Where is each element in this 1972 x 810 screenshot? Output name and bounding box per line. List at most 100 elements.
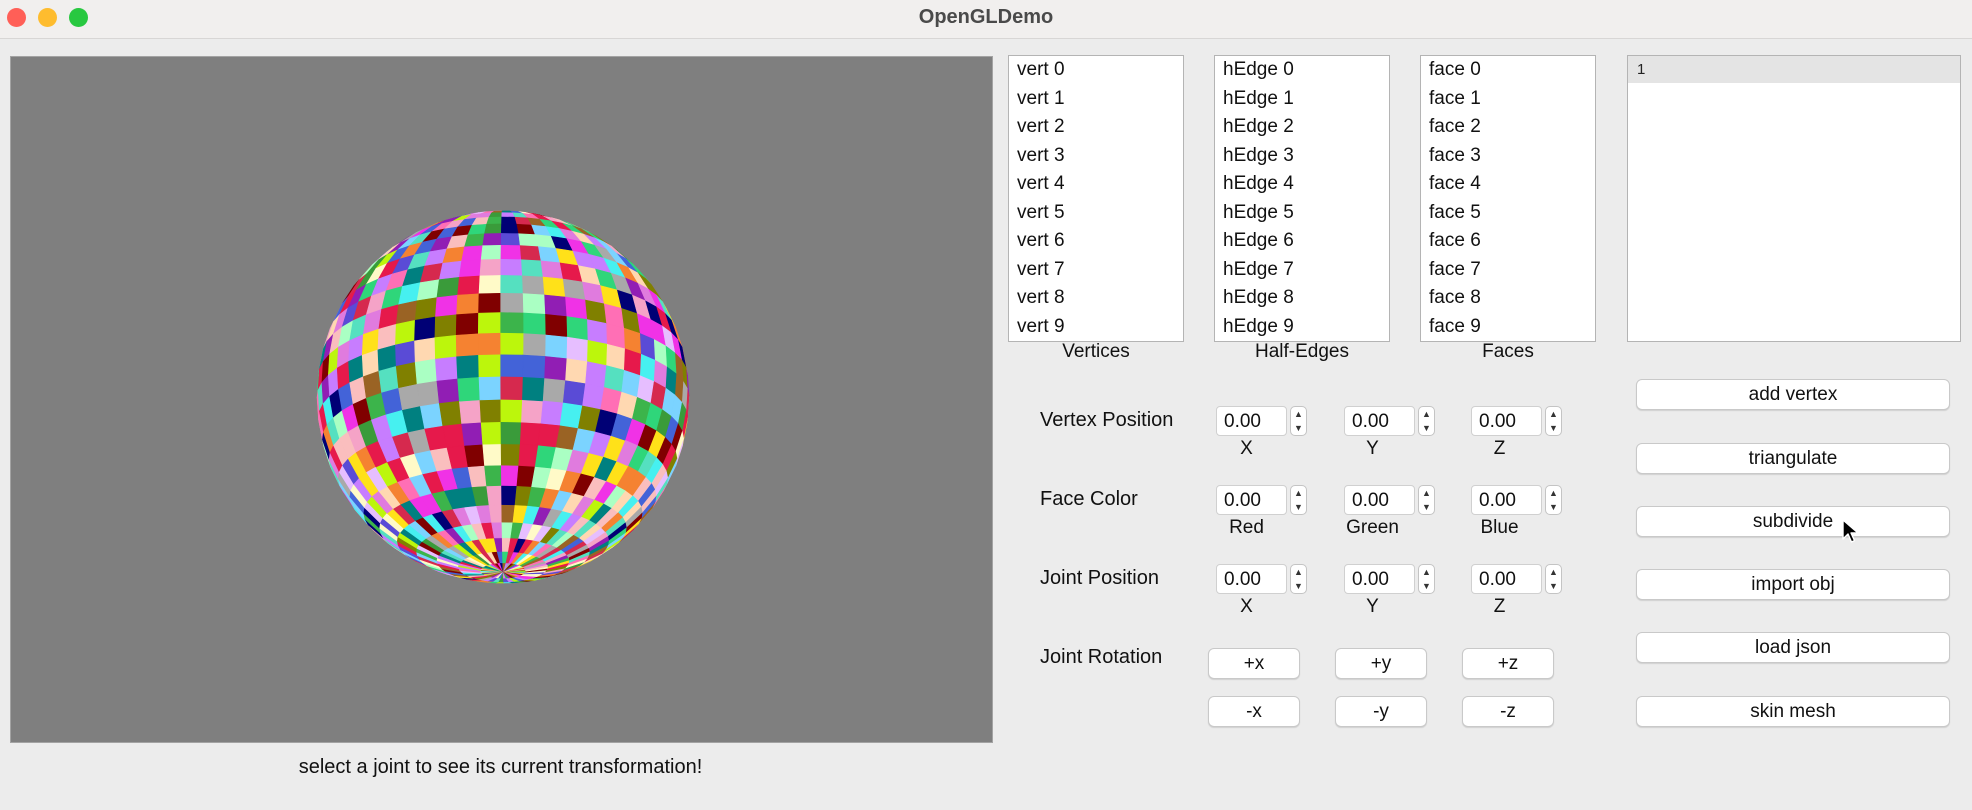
list-item[interactable]: vert 3 — [1017, 144, 1065, 166]
rotate-minus-y-button[interactable]: -y — [1335, 696, 1427, 727]
list-item[interactable]: hEdge 2 — [1223, 116, 1294, 137]
list-item[interactable]: vert 7 — [1017, 258, 1065, 280]
stepper-arrows[interactable]: ▲ ▼ — [1418, 564, 1435, 594]
rotate-plus-y-button[interactable]: +y — [1335, 648, 1427, 679]
joint-tree[interactable]: 1 — [1627, 55, 1961, 342]
list-item[interactable]: hEdge 6 — [1223, 230, 1294, 251]
list-item[interactable]: face 8 — [1429, 287, 1481, 308]
joint-item[interactable]: 1 — [1628, 56, 1960, 83]
list-item[interactable]: face 7 — [1429, 258, 1481, 280]
rotate-minus-x-button[interactable]: -x — [1208, 696, 1300, 727]
import-obj-button[interactable]: import obj — [1636, 569, 1950, 600]
mesh-face — [477, 312, 502, 335]
up-arrow-icon[interactable]: ▲ — [1294, 488, 1303, 498]
triangulate-button[interactable]: triangulate — [1636, 443, 1950, 474]
vertex-z-field[interactable]: 0.00 — [1471, 406, 1542, 436]
vertex-z-spinbox[interactable]: 0.00 ▲ ▼ — [1471, 406, 1562, 436]
stepper-arrows[interactable]: ▲ ▼ — [1290, 406, 1307, 436]
minimize-button[interactable] — [38, 8, 57, 27]
face-red-field[interactable]: 0.00 — [1216, 485, 1287, 515]
joint-z-field[interactable]: 0.00 — [1471, 564, 1542, 594]
load-json-button[interactable]: load json — [1636, 632, 1950, 663]
rotate-minus-z-button[interactable]: -z — [1462, 696, 1554, 727]
up-arrow-icon[interactable]: ▲ — [1549, 409, 1558, 419]
list-item[interactable]: hEdge 7 — [1223, 258, 1294, 280]
list-item[interactable]: hEdge 3 — [1223, 144, 1294, 166]
list-item[interactable]: vert 0 — [1017, 59, 1065, 80]
down-arrow-icon[interactable]: ▼ — [1549, 423, 1558, 433]
zoom-button[interactable] — [69, 8, 88, 27]
list-item[interactable]: face 0 — [1429, 59, 1481, 80]
down-arrow-icon[interactable]: ▼ — [1549, 581, 1558, 591]
joint-y-spinbox[interactable]: 0.00 ▲ ▼ — [1344, 564, 1435, 594]
face-blue-field[interactable]: 0.00 — [1471, 485, 1542, 515]
up-arrow-icon[interactable]: ▲ — [1294, 567, 1303, 577]
up-arrow-icon[interactable]: ▲ — [1422, 488, 1431, 498]
up-arrow-icon[interactable]: ▲ — [1294, 409, 1303, 419]
joint-y-field[interactable]: 0.00 — [1344, 564, 1415, 594]
stepper-arrows[interactable]: ▲ ▼ — [1545, 406, 1562, 436]
list-item[interactable]: hEdge 9 — [1223, 315, 1294, 337]
face-green-spinbox[interactable]: 0.00 ▲ ▼ — [1344, 485, 1435, 515]
list-item[interactable]: face 4 — [1429, 173, 1481, 194]
vertex-x-spinbox[interactable]: 0.00 ▲ ▼ — [1216, 406, 1307, 436]
gl-viewport[interactable] — [10, 56, 993, 743]
skin-mesh-button[interactable]: skin mesh — [1636, 696, 1950, 727]
down-arrow-icon[interactable]: ▼ — [1422, 581, 1431, 591]
face-blue-spinbox[interactable]: 0.00 ▲ ▼ — [1471, 485, 1562, 515]
list-item[interactable]: vert 5 — [1017, 201, 1065, 223]
list-item[interactable]: face 3 — [1429, 144, 1481, 166]
subdivide-button[interactable]: subdivide — [1636, 506, 1950, 537]
vertex-list[interactable]: vert 0 vert 1 vert 2 vert 3 vert 4 vert … — [1008, 55, 1184, 342]
mesh-face — [500, 421, 522, 445]
list-item[interactable]: face 9 — [1429, 315, 1481, 337]
down-arrow-icon[interactable]: ▼ — [1422, 423, 1431, 433]
joint-z-spinbox[interactable]: 0.00 ▲ ▼ — [1471, 564, 1562, 594]
vertex-y-spinbox[interactable]: 0.00 ▲ ▼ — [1344, 406, 1435, 436]
list-item[interactable]: vert 2 — [1017, 116, 1065, 137]
rotate-plus-z-button[interactable]: +z — [1462, 648, 1554, 679]
joint-x-spinbox[interactable]: 0.00 ▲ ▼ — [1216, 564, 1307, 594]
list-item[interactable]: face 6 — [1429, 230, 1481, 251]
stepper-arrows[interactable]: ▲ ▼ — [1418, 406, 1435, 436]
list-item[interactable]: hEdge 8 — [1223, 287, 1294, 308]
joint-x-field[interactable]: 0.00 — [1216, 564, 1287, 594]
down-arrow-icon[interactable]: ▼ — [1549, 502, 1558, 512]
rotate-plus-x-button[interactable]: +x — [1208, 648, 1300, 679]
mesh-face — [586, 339, 608, 366]
down-arrow-icon[interactable]: ▼ — [1422, 502, 1431, 512]
face-list[interactable]: face 0 face 1 face 2 face 3 face 4 face … — [1420, 55, 1596, 342]
face-green-field[interactable]: 0.00 — [1344, 485, 1415, 515]
face-red-spinbox[interactable]: 0.00 ▲ ▼ — [1216, 485, 1307, 515]
stepper-arrows[interactable]: ▲ ▼ — [1418, 485, 1435, 515]
list-item[interactable]: vert 1 — [1017, 87, 1065, 109]
add-vertex-button[interactable]: add vertex — [1636, 379, 1950, 410]
up-arrow-icon[interactable]: ▲ — [1549, 488, 1558, 498]
list-item[interactable]: hEdge 5 — [1223, 201, 1294, 223]
up-arrow-icon[interactable]: ▲ — [1422, 409, 1431, 419]
up-arrow-icon[interactable]: ▲ — [1422, 567, 1431, 577]
stepper-arrows[interactable]: ▲ ▼ — [1545, 564, 1562, 594]
down-arrow-icon[interactable]: ▼ — [1294, 581, 1303, 591]
stepper-arrows[interactable]: ▲ ▼ — [1290, 564, 1307, 594]
list-item[interactable]: vert 6 — [1017, 230, 1065, 251]
list-item[interactable]: face 5 — [1429, 201, 1481, 223]
list-item[interactable]: vert 8 — [1017, 287, 1065, 308]
list-item[interactable]: hEdge 0 — [1223, 59, 1294, 80]
vertex-y-field[interactable]: 0.00 — [1344, 406, 1415, 436]
close-button[interactable] — [7, 8, 26, 27]
vertex-x-field[interactable]: 0.00 — [1216, 406, 1287, 436]
stepper-arrows[interactable]: ▲ ▼ — [1545, 485, 1562, 515]
list-item[interactable]: face 1 — [1429, 87, 1481, 109]
list-item[interactable]: hEdge 1 — [1223, 87, 1294, 109]
list-item[interactable]: face 2 — [1429, 116, 1481, 137]
down-arrow-icon[interactable]: ▼ — [1294, 502, 1303, 512]
mesh-face — [484, 464, 502, 487]
stepper-arrows[interactable]: ▲ ▼ — [1290, 485, 1307, 515]
list-item[interactable]: hEdge 4 — [1223, 173, 1294, 194]
up-arrow-icon[interactable]: ▲ — [1549, 567, 1558, 577]
list-item[interactable]: vert 9 — [1017, 315, 1065, 337]
down-arrow-icon[interactable]: ▼ — [1294, 423, 1303, 433]
list-item[interactable]: vert 4 — [1017, 173, 1065, 194]
half-edge-list[interactable]: hEdge 0 hEdge 1 hEdge 2 hEdge 3 hEdge 4 … — [1214, 55, 1390, 342]
